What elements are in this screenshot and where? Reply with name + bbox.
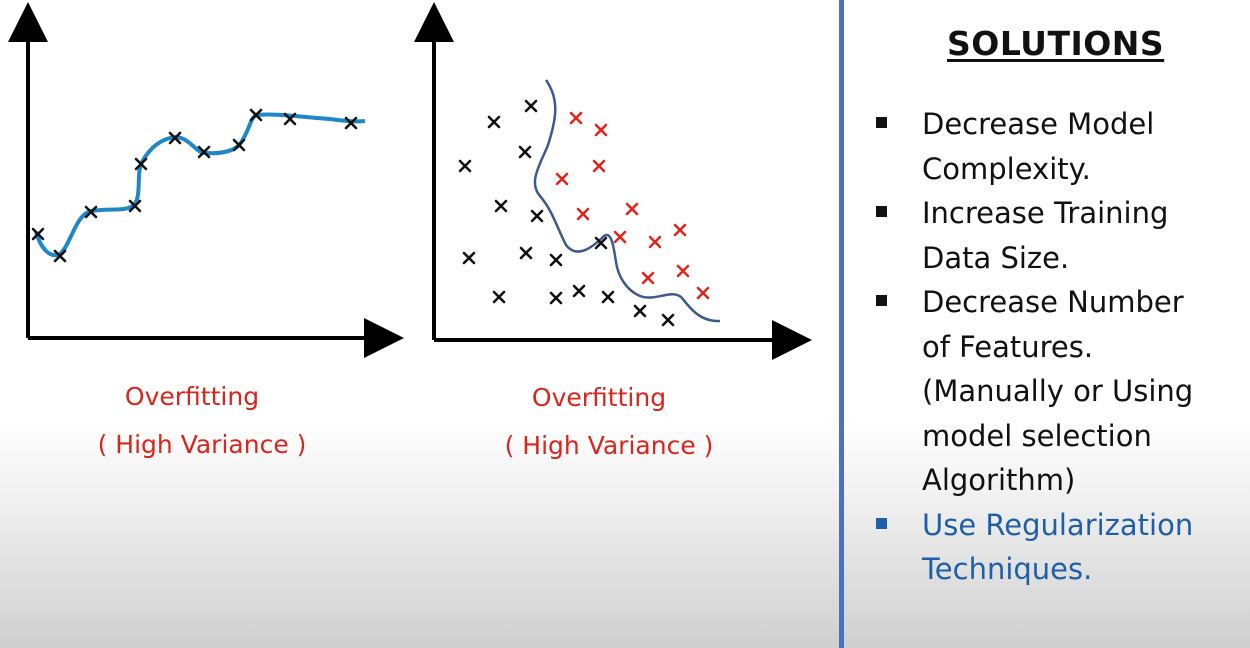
class-b-point bbox=[555, 172, 569, 186]
vertical-divider bbox=[839, 0, 844, 648]
data-point-x bbox=[31, 227, 45, 241]
solution-line: Algorithm) bbox=[922, 463, 1076, 497]
class-b-point bbox=[594, 123, 608, 137]
square-bullet-icon bbox=[876, 295, 887, 306]
data-point-x bbox=[232, 138, 246, 152]
data-point-x bbox=[128, 199, 142, 213]
square-bullet-icon bbox=[876, 206, 887, 217]
class-a-point bbox=[518, 145, 532, 159]
solution-item: Use Regularization Techniques. bbox=[872, 503, 1242, 592]
class-a-point bbox=[494, 199, 508, 213]
solution-item: Decrease Model Complexity. bbox=[872, 102, 1242, 191]
decision-boundary bbox=[533, 79, 721, 323]
overfit-curve-chart bbox=[8, 2, 404, 358]
middle-caption-line1: Overfitting bbox=[531, 383, 667, 412]
overfit-boundary-chart bbox=[414, 2, 812, 360]
class-b-point bbox=[676, 264, 690, 278]
class-a-point bbox=[462, 251, 476, 265]
middle-caption-line2: ( High Variance ) bbox=[504, 431, 714, 460]
class-a-point bbox=[458, 159, 472, 173]
data-point-x bbox=[344, 116, 358, 130]
class-b-point bbox=[673, 223, 687, 237]
solution-line: Data Size. bbox=[922, 240, 1070, 275]
data-point-x bbox=[134, 157, 148, 171]
class-a-point bbox=[661, 313, 675, 327]
class-a-point bbox=[633, 304, 647, 318]
class-a-point bbox=[601, 290, 615, 304]
class-a-point bbox=[549, 253, 563, 267]
class-a-point bbox=[519, 246, 533, 260]
solutions-title: SOLUTIONS bbox=[947, 24, 1165, 63]
class-a-point bbox=[487, 115, 501, 129]
data-point-x bbox=[168, 131, 182, 145]
class-a-point bbox=[530, 209, 544, 223]
solution-line: Decrease Number bbox=[922, 285, 1184, 319]
data-point-x bbox=[84, 205, 98, 219]
data-point-x bbox=[53, 249, 67, 263]
data-point-x bbox=[197, 145, 211, 159]
square-bullet-icon bbox=[876, 117, 887, 128]
solution-line: Use Regularization bbox=[922, 507, 1194, 542]
solution-item: Increase Training Data Size. bbox=[872, 191, 1242, 280]
solutions-panel: SOLUTIONS Decrease Model Complexity. Incre… bbox=[850, 0, 1250, 648]
class-a-point bbox=[549, 291, 563, 305]
data-point-x bbox=[283, 112, 297, 126]
class-b-point bbox=[648, 235, 662, 249]
class-b-point bbox=[613, 230, 627, 244]
class-b-point bbox=[625, 202, 639, 216]
solutions-list: Decrease Model Complexity. Increase Traini… bbox=[872, 102, 1242, 592]
solution-line: of Features. bbox=[922, 329, 1094, 364]
square-bullet-icon bbox=[876, 517, 887, 529]
data-point-x bbox=[249, 108, 263, 122]
solution-line: (Manually or Using bbox=[922, 374, 1194, 408]
class-a-point bbox=[572, 284, 586, 298]
solution-line: Increase Training bbox=[922, 196, 1169, 230]
solution-line: Complexity. bbox=[922, 151, 1091, 186]
solution-line: Techniques. bbox=[922, 552, 1093, 586]
class-b-point bbox=[576, 207, 590, 221]
left-caption-line2: ( High Variance ) bbox=[97, 430, 307, 459]
class-b-point bbox=[641, 271, 655, 285]
class-b-point bbox=[569, 111, 583, 125]
class-a-point bbox=[524, 99, 538, 113]
solution-line: model selection bbox=[922, 418, 1152, 453]
solution-line: Decrease Model bbox=[922, 107, 1155, 141]
left-caption-line1: Overfitting bbox=[124, 382, 260, 411]
fit-curve bbox=[34, 112, 366, 258]
solution-item: Decrease Number of Features. (Manually or … bbox=[872, 280, 1242, 503]
class-a-point bbox=[492, 290, 506, 304]
class-b-point bbox=[592, 159, 606, 173]
class-a-point bbox=[594, 236, 608, 250]
class-b-point bbox=[696, 286, 710, 300]
